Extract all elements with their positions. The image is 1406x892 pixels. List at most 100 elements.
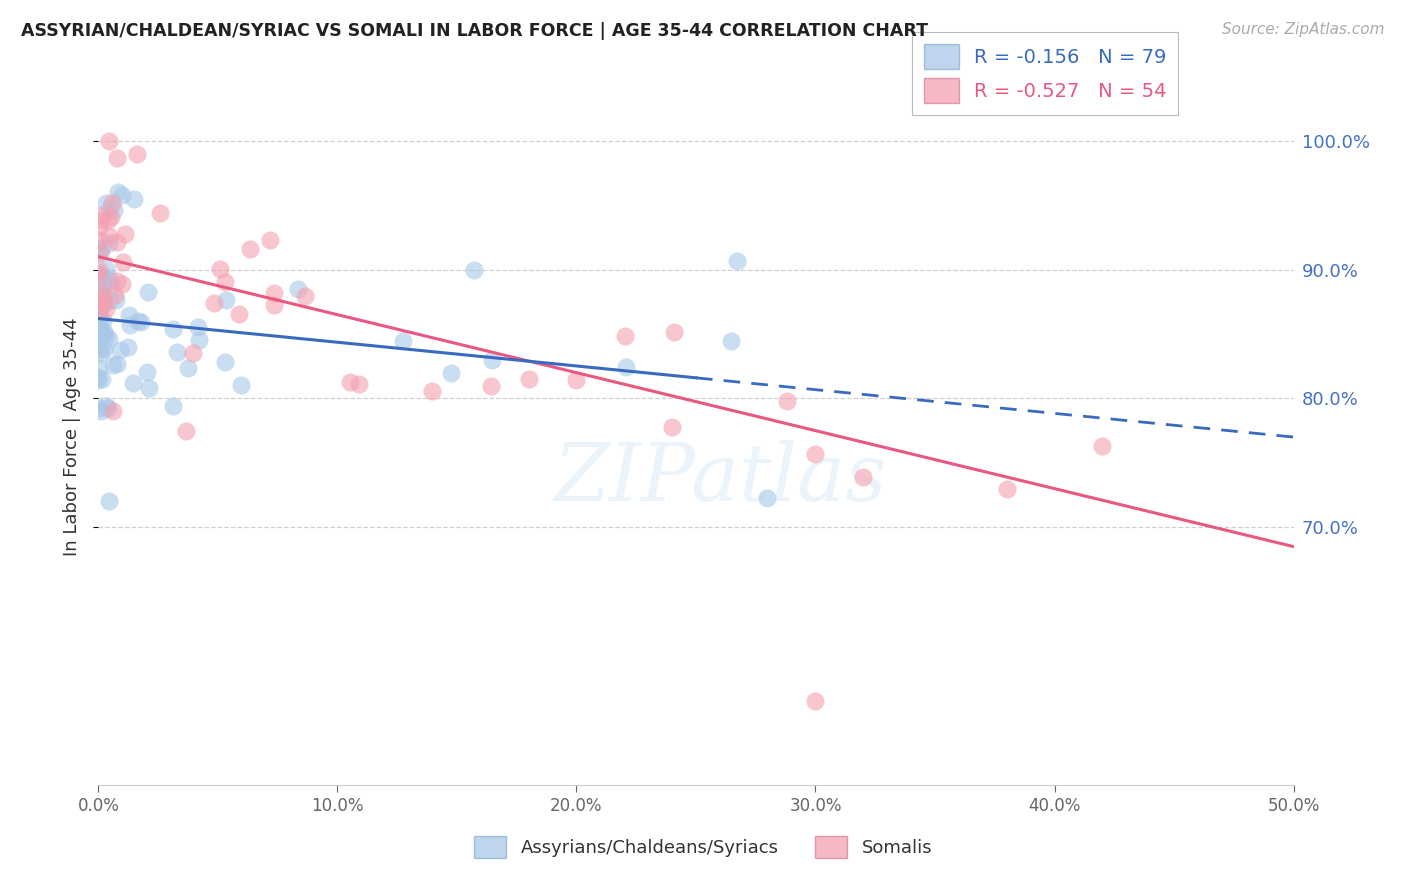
Text: Source: ZipAtlas.com: Source: ZipAtlas.com bbox=[1222, 22, 1385, 37]
Point bbox=[94, 302, 117, 317]
Point bbox=[111, 277, 134, 291]
Point bbox=[214, 293, 236, 308]
Point bbox=[96, 212, 118, 227]
Point bbox=[339, 375, 361, 389]
Point bbox=[108, 343, 131, 357]
Point bbox=[90, 283, 112, 297]
Point bbox=[93, 325, 115, 339]
Point bbox=[209, 262, 232, 277]
Point bbox=[97, 235, 120, 250]
Point bbox=[181, 346, 204, 360]
Point bbox=[127, 314, 149, 328]
Point bbox=[97, 401, 120, 416]
Point bbox=[239, 242, 262, 256]
Point bbox=[89, 244, 111, 259]
Point bbox=[103, 359, 125, 373]
Point bbox=[565, 373, 588, 387]
Point bbox=[93, 342, 115, 356]
Point bbox=[114, 227, 136, 242]
Point bbox=[94, 399, 117, 413]
Point bbox=[97, 271, 120, 285]
Point bbox=[263, 285, 285, 300]
Point bbox=[101, 404, 124, 418]
Point bbox=[90, 240, 112, 254]
Point bbox=[87, 336, 110, 351]
Point bbox=[93, 276, 115, 290]
Point bbox=[135, 365, 157, 379]
Point bbox=[1091, 439, 1114, 453]
Point bbox=[87, 302, 110, 317]
Point bbox=[100, 211, 122, 225]
Point bbox=[94, 195, 117, 210]
Point bbox=[87, 286, 110, 301]
Point bbox=[187, 333, 209, 347]
Point bbox=[105, 151, 128, 165]
Point bbox=[89, 303, 111, 318]
Point bbox=[662, 326, 685, 340]
Point bbox=[89, 233, 111, 247]
Point bbox=[138, 381, 160, 395]
Point bbox=[187, 320, 209, 334]
Point bbox=[392, 334, 415, 348]
Point bbox=[97, 134, 120, 148]
Point bbox=[661, 419, 683, 434]
Point bbox=[112, 255, 135, 269]
Point bbox=[104, 288, 127, 302]
Legend: R = -0.156   N = 79, R = -0.527   N = 54: R = -0.156 N = 79, R = -0.527 N = 54 bbox=[912, 32, 1178, 115]
Point bbox=[91, 295, 114, 310]
Point bbox=[91, 327, 114, 342]
Point bbox=[91, 290, 114, 304]
Point bbox=[111, 187, 134, 202]
Point bbox=[852, 470, 875, 484]
Point bbox=[118, 308, 141, 322]
Point bbox=[228, 307, 250, 321]
Point bbox=[481, 352, 503, 367]
Point bbox=[107, 186, 129, 200]
Point bbox=[776, 393, 799, 408]
Point bbox=[94, 328, 117, 343]
Point bbox=[87, 370, 110, 384]
Point bbox=[804, 694, 827, 708]
Point bbox=[89, 312, 111, 326]
Point bbox=[463, 262, 485, 277]
Point bbox=[517, 371, 540, 385]
Point bbox=[89, 220, 111, 235]
Point bbox=[87, 320, 110, 334]
Point bbox=[98, 228, 121, 243]
Point bbox=[804, 447, 827, 461]
Point bbox=[97, 333, 120, 347]
Point bbox=[214, 354, 236, 368]
Point bbox=[105, 235, 128, 250]
Point bbox=[98, 293, 121, 307]
Point bbox=[93, 312, 115, 326]
Point bbox=[614, 328, 637, 343]
Point bbox=[103, 202, 125, 217]
Point bbox=[87, 373, 110, 387]
Point bbox=[177, 360, 200, 375]
Point bbox=[87, 244, 110, 258]
Point bbox=[479, 378, 502, 392]
Point bbox=[87, 295, 110, 310]
Point bbox=[94, 261, 117, 276]
Point bbox=[287, 282, 309, 296]
Point bbox=[90, 345, 112, 359]
Point bbox=[100, 278, 122, 293]
Point bbox=[124, 192, 146, 206]
Point bbox=[166, 345, 188, 359]
Point bbox=[294, 289, 316, 303]
Point bbox=[614, 359, 637, 374]
Point bbox=[174, 424, 197, 438]
Point bbox=[87, 361, 110, 376]
Point bbox=[720, 334, 742, 349]
Point bbox=[87, 401, 110, 416]
Text: ASSYRIAN/CHALDEAN/SYRIAC VS SOMALI IN LABOR FORCE | AGE 35-44 CORRELATION CHART: ASSYRIAN/CHALDEAN/SYRIAC VS SOMALI IN LA… bbox=[21, 22, 928, 40]
Point bbox=[93, 279, 115, 293]
Point bbox=[87, 318, 110, 333]
Point bbox=[117, 340, 139, 354]
Point bbox=[162, 322, 184, 336]
Point bbox=[149, 206, 172, 220]
Point bbox=[725, 253, 748, 268]
Point bbox=[87, 321, 110, 335]
Point bbox=[87, 267, 110, 281]
Point bbox=[440, 366, 463, 380]
